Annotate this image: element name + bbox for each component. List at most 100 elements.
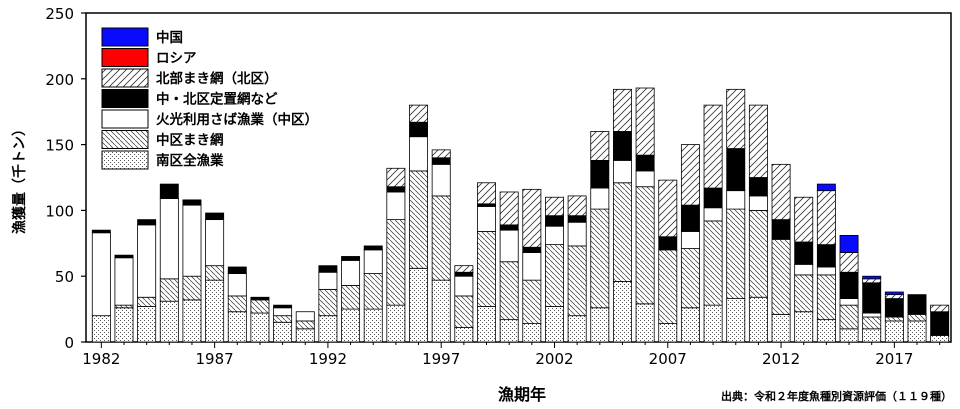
- legend-swatch: [101, 89, 149, 108]
- bar-segment: [839, 298, 859, 306]
- y-tick-label: 0: [64, 334, 74, 352]
- legend-swatch: [101, 27, 149, 47]
- bar-segment: [114, 257, 134, 306]
- bar-segment: [227, 273, 247, 297]
- legend-label: 北部まき網（北区）: [156, 70, 278, 87]
- bar-segment: [386, 186, 406, 193]
- bar-segment: [680, 307, 700, 343]
- bar-segment: [862, 282, 882, 314]
- bar-segment: [318, 265, 338, 273]
- bar-segment: [91, 315, 111, 343]
- bar-segment: [703, 187, 723, 209]
- source-note: 出典：令和２年度魚種別資源評価（１１９種）: [721, 390, 952, 403]
- bar-segment: [386, 191, 406, 221]
- bar-segment: [431, 279, 451, 343]
- bar-segment: [341, 260, 361, 286]
- bar-segment: [91, 232, 111, 317]
- bar-segment: [567, 221, 587, 247]
- bar-segment: [409, 104, 429, 123]
- bar-segment: [703, 220, 723, 306]
- x-axis: 1982 1987 1992 1997 2002 2007 2012 2017: [82, 342, 941, 368]
- bar-segment: [137, 219, 157, 226]
- bar-segment: [477, 182, 496, 205]
- bar-segment: [250, 299, 270, 314]
- bar-segment: [159, 198, 179, 280]
- bar-segment: [409, 170, 429, 269]
- y-tick-label: 150: [45, 137, 74, 155]
- bar-segment: [409, 136, 429, 172]
- bar-segment: [862, 278, 882, 284]
- bar-segment: [499, 229, 519, 263]
- legend-swatch: [101, 48, 149, 67]
- bar-segment: [703, 104, 723, 189]
- bar-segment: [612, 131, 632, 161]
- legend-label: ロシア: [156, 51, 197, 67]
- bar-segment: [884, 320, 904, 343]
- bar-segment: [545, 215, 564, 227]
- y-axis-label: 漁獲量（千トン）: [11, 122, 28, 234]
- bar-segment: [250, 296, 270, 301]
- bar-segment: [658, 179, 678, 238]
- x-tick-label: 1992: [309, 350, 347, 368]
- bar-segment: [477, 206, 496, 232]
- bar-segment: [635, 154, 655, 172]
- bar-segment: [477, 231, 496, 307]
- y-tick-label: 250: [45, 5, 74, 23]
- bar-segment: [295, 328, 315, 343]
- bar-segment: [748, 104, 768, 178]
- bar-segment: [137, 306, 157, 343]
- bar-segment: [726, 148, 746, 192]
- bar-segment: [454, 327, 474, 343]
- x-tick-label: 1997: [422, 350, 460, 368]
- bar-segment: [431, 195, 451, 281]
- bar-segment: [454, 271, 474, 277]
- bar-segment: [726, 298, 746, 343]
- legend-swatch: [101, 150, 149, 170]
- bar-segment: [114, 254, 134, 259]
- bar-segment: [273, 307, 293, 317]
- bar-segment: [522, 252, 542, 281]
- bar-segment: [318, 315, 338, 343]
- bar-segment: [930, 304, 950, 313]
- legend-label: 中区まき網: [156, 132, 224, 149]
- bar-segment: [703, 207, 723, 222]
- bar-segment: [409, 267, 429, 343]
- bar-segment: [726, 190, 746, 210]
- bar-segment: [658, 236, 678, 251]
- bar-segment: [839, 235, 859, 253]
- bar-segment: [612, 182, 632, 282]
- bar-segment: [273, 321, 293, 343]
- bar-segment: [794, 196, 814, 243]
- bar-segment: [771, 313, 791, 343]
- x-tick-label: 2002: [535, 350, 573, 368]
- bar-segment: [771, 163, 791, 221]
- bar-segment: [590, 159, 610, 189]
- bar-segment: [590, 208, 610, 309]
- bar-segment: [341, 285, 361, 310]
- bar-segment: [816, 183, 836, 192]
- bar-segment: [431, 163, 451, 197]
- bar-segment: [816, 190, 836, 246]
- bar-segment: [884, 298, 904, 318]
- bar-segment: [159, 278, 179, 302]
- bar-segment: [341, 256, 361, 261]
- bar-segment: [635, 87, 655, 156]
- bar-segment: [816, 266, 836, 276]
- bar-segment: [635, 303, 655, 343]
- bar-segment: [431, 149, 451, 159]
- bar-segment: [205, 265, 225, 281]
- bar-segment: [567, 315, 587, 343]
- bar-segment: [794, 263, 814, 276]
- bar-segment: [205, 212, 225, 221]
- bar-segment: [635, 186, 655, 305]
- bar-segment: [930, 335, 950, 343]
- bar-segment: [545, 196, 564, 217]
- legend-swatch: [101, 130, 149, 149]
- bar-segment: [545, 244, 564, 307]
- bar-segment: [499, 191, 519, 226]
- x-axis-label: 漁期年: [498, 385, 546, 404]
- bar-segment: [862, 328, 882, 343]
- bar-segment: [499, 261, 519, 321]
